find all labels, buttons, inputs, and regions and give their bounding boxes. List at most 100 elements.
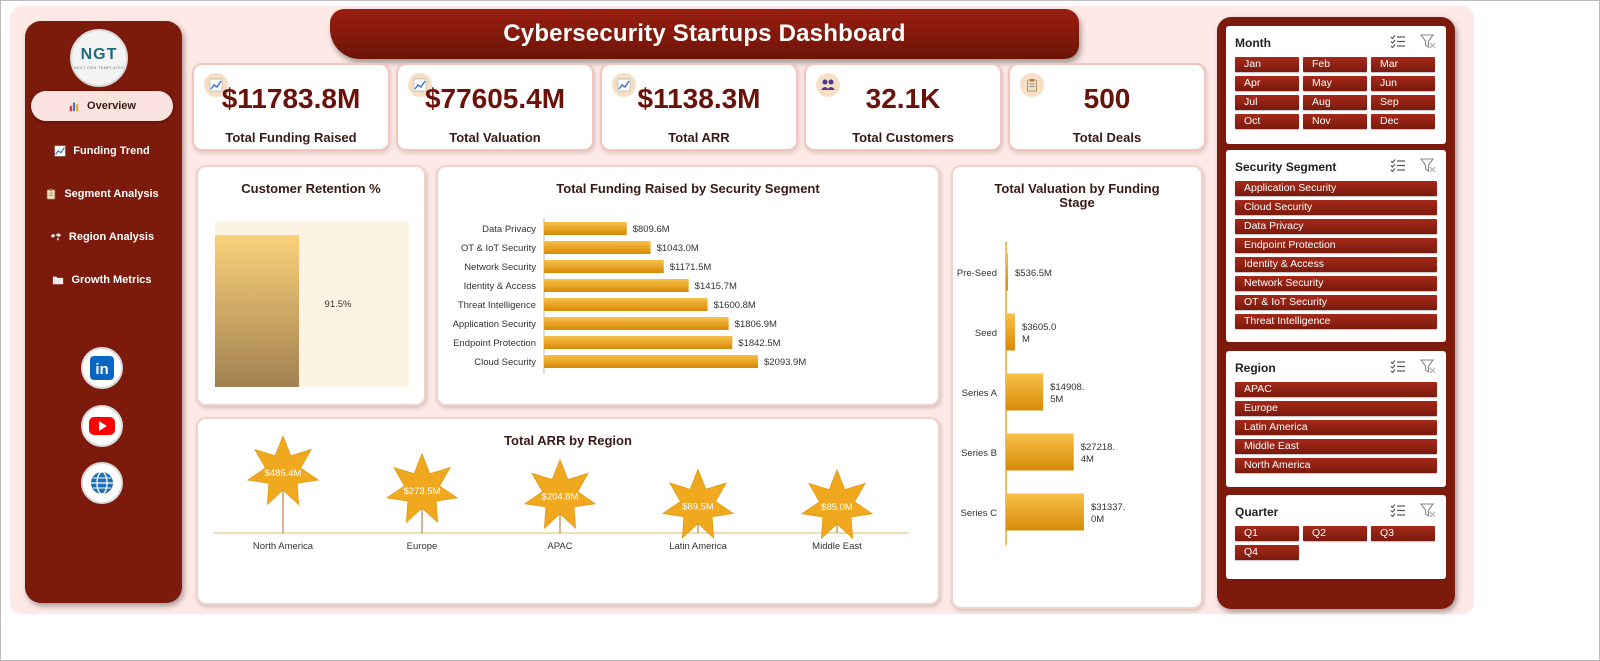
slicer-chip[interactable]: Europe: [1235, 401, 1437, 416]
segment-category-label: Application Security: [453, 319, 537, 330]
segment-category-label: OT & IoT Security: [461, 243, 536, 254]
slicer-chip[interactable]: Middle East: [1235, 439, 1437, 454]
sidebar: NGT NEXT GEN TEMPLATES Overview Funding T…: [25, 21, 182, 603]
slicer-chip[interactable]: Apr: [1235, 76, 1299, 91]
stage-category-label: Series A: [962, 388, 998, 399]
stage-category-label: Seed: [975, 328, 997, 339]
slicer-chip[interactable]: Nov: [1303, 114, 1367, 129]
sidebar-item-label: Funding Trend: [73, 145, 150, 157]
slicer-chip[interactable]: Sep: [1371, 95, 1435, 110]
logo: NGT NEXT GEN TEMPLATES: [70, 29, 128, 87]
kpi-label: Total Deals: [1072, 130, 1142, 145]
trend-chart-icon: [612, 73, 636, 97]
segment-value-label: $1171.5M: [670, 262, 712, 273]
valuation-stage-title-line1: Total Valuation by Funding: [994, 181, 1160, 196]
multi-select-icon[interactable]: [1390, 34, 1406, 53]
clear-filter-icon[interactable]: [1419, 158, 1436, 177]
bar-chart-icon: [68, 100, 80, 112]
segment-value-label: $1043.0M: [657, 243, 699, 254]
slicer-chip[interactable]: Latin America: [1235, 420, 1437, 435]
multi-select-icon[interactable]: [1390, 503, 1406, 522]
youtube-button[interactable]: [81, 405, 123, 447]
valuation-stage-panel: Total Valuation by Funding Stage Pre-See…: [951, 165, 1203, 609]
stage-bar: [1006, 433, 1074, 471]
sidebar-item-label: Segment Analysis: [64, 188, 159, 200]
region-category-label: Latin America: [669, 541, 727, 552]
retention-title: Customer Retention %: [241, 181, 381, 196]
segment-bar: [544, 222, 627, 235]
slicer-chip[interactable]: APAC: [1235, 382, 1437, 397]
trend-chart-icon: [408, 73, 432, 97]
sidebar-item-growth-metrics[interactable]: Growth Metrics: [31, 265, 173, 295]
slicer-chip[interactable]: Jun: [1371, 76, 1435, 91]
linkedin-button[interactable]: in: [81, 347, 123, 389]
segment-category-label: Endpoint Protection: [453, 338, 536, 349]
slicer-chip[interactable]: Endpoint Protection: [1235, 238, 1437, 253]
stage-bar: [1006, 493, 1084, 531]
slicer-chip[interactable]: Jan: [1235, 57, 1299, 72]
slicer-title: Security Segment: [1235, 160, 1337, 174]
slicer-chip[interactable]: Application Security: [1235, 181, 1437, 196]
kpi-value: 32.1K: [865, 83, 941, 114]
slicer-chip[interactable]: Aug: [1303, 95, 1367, 110]
sidebar-item-region-analysis[interactable]: Region Analysis: [31, 222, 173, 252]
region-star-marker: [800, 468, 874, 540]
arr-region-panel: Total ARR by Region $485.4M North America…: [196, 417, 940, 605]
clear-filter-icon[interactable]: [1419, 359, 1436, 378]
segment-bar: [544, 355, 758, 368]
clear-filter-icon[interactable]: [1419, 503, 1436, 522]
sidebar-item-segment-analysis[interactable]: Segment Analysis: [31, 179, 173, 209]
region-value-label: $85.0M: [821, 502, 853, 513]
arr-region-title: Total ARR by Region: [504, 433, 632, 448]
trend-chart-icon: [204, 73, 228, 97]
funding-segment-title: Total Funding Raised by Security Segment: [556, 181, 820, 196]
segment-bar: [544, 298, 708, 311]
segment-category-label: Network Security: [464, 262, 536, 273]
clear-filter-icon[interactable]: [1419, 34, 1436, 53]
slicer-chip[interactable]: Data Privacy: [1235, 219, 1437, 234]
slicer-chip[interactable]: Identity & Access: [1235, 257, 1437, 272]
region-star-marker: [385, 452, 459, 524]
slicer-chip[interactable]: Mar: [1371, 57, 1435, 72]
slicer-chip[interactable]: North America: [1235, 458, 1437, 473]
slicer-chip[interactable]: Q2: [1303, 526, 1367, 541]
slicer-chip[interactable]: Network Security: [1235, 276, 1437, 291]
region-category-label: APAC: [547, 541, 572, 552]
segment-value-label: $1415.7M: [695, 281, 737, 292]
slicer-chip[interactable]: OT & IoT Security: [1235, 295, 1437, 310]
region-category-label: Europe: [407, 541, 438, 552]
segment-bar: [544, 279, 689, 292]
slicer-chip[interactable]: Oct: [1235, 114, 1299, 129]
slicer-chip[interactable]: Q3: [1371, 526, 1435, 541]
slicer-chip[interactable]: Dec: [1371, 114, 1435, 129]
sidebar-item-overview[interactable]: Overview: [31, 91, 173, 121]
slicer-chip[interactable]: May: [1303, 76, 1367, 91]
sidebar-item-funding-trend[interactable]: Funding Trend: [31, 136, 173, 166]
segment-category-label: Identity & Access: [464, 281, 537, 292]
kpi-card-total-deals: 500 Total Deals: [1008, 63, 1206, 151]
multi-select-icon[interactable]: [1390, 359, 1406, 378]
stage-value-label: $536.5M: [1015, 268, 1052, 279]
kpi-label: Total ARR: [668, 130, 730, 145]
valuation-stage-title: Total Valuation by Funding Stage: [953, 182, 1201, 210]
website-button[interactable]: [81, 462, 123, 504]
kpi-card-total-arr: $1138.3M Total ARR: [600, 63, 798, 151]
valuation-stage-chart: Pre-Seed $536.5M Seed $3605.0M Series A $1490…: [957, 242, 1125, 545]
slicer-chip[interactable]: Q4: [1235, 545, 1299, 560]
clipboard-icon: [45, 188, 57, 200]
segment-bar: [544, 260, 664, 273]
slicer-chip[interactable]: Threat Intelligence: [1235, 314, 1437, 329]
slicer-chip[interactable]: Q1: [1235, 526, 1299, 541]
valuation-stage-title-line2: Stage: [1059, 195, 1095, 210]
arr-region-chart: $485.4M North America $273.5M Europe $204.8M…: [213, 434, 908, 552]
slicer-chip[interactable]: Feb: [1303, 57, 1367, 72]
stage-value-label: $27218.: [1081, 442, 1115, 453]
kpi-label: Total Funding Raised: [225, 130, 357, 145]
multi-select-icon[interactable]: [1390, 158, 1406, 177]
logo-subtitle: NEXT GEN TEMPLATES: [73, 65, 125, 70]
slicer-chip[interactable]: Jul: [1235, 95, 1299, 110]
slicer-chip[interactable]: Cloud Security: [1235, 200, 1437, 215]
segment-value-label: $1600.8M: [714, 300, 756, 311]
stage-category-label: Series C: [961, 508, 998, 519]
region-value-label: $204.8M: [542, 492, 579, 503]
